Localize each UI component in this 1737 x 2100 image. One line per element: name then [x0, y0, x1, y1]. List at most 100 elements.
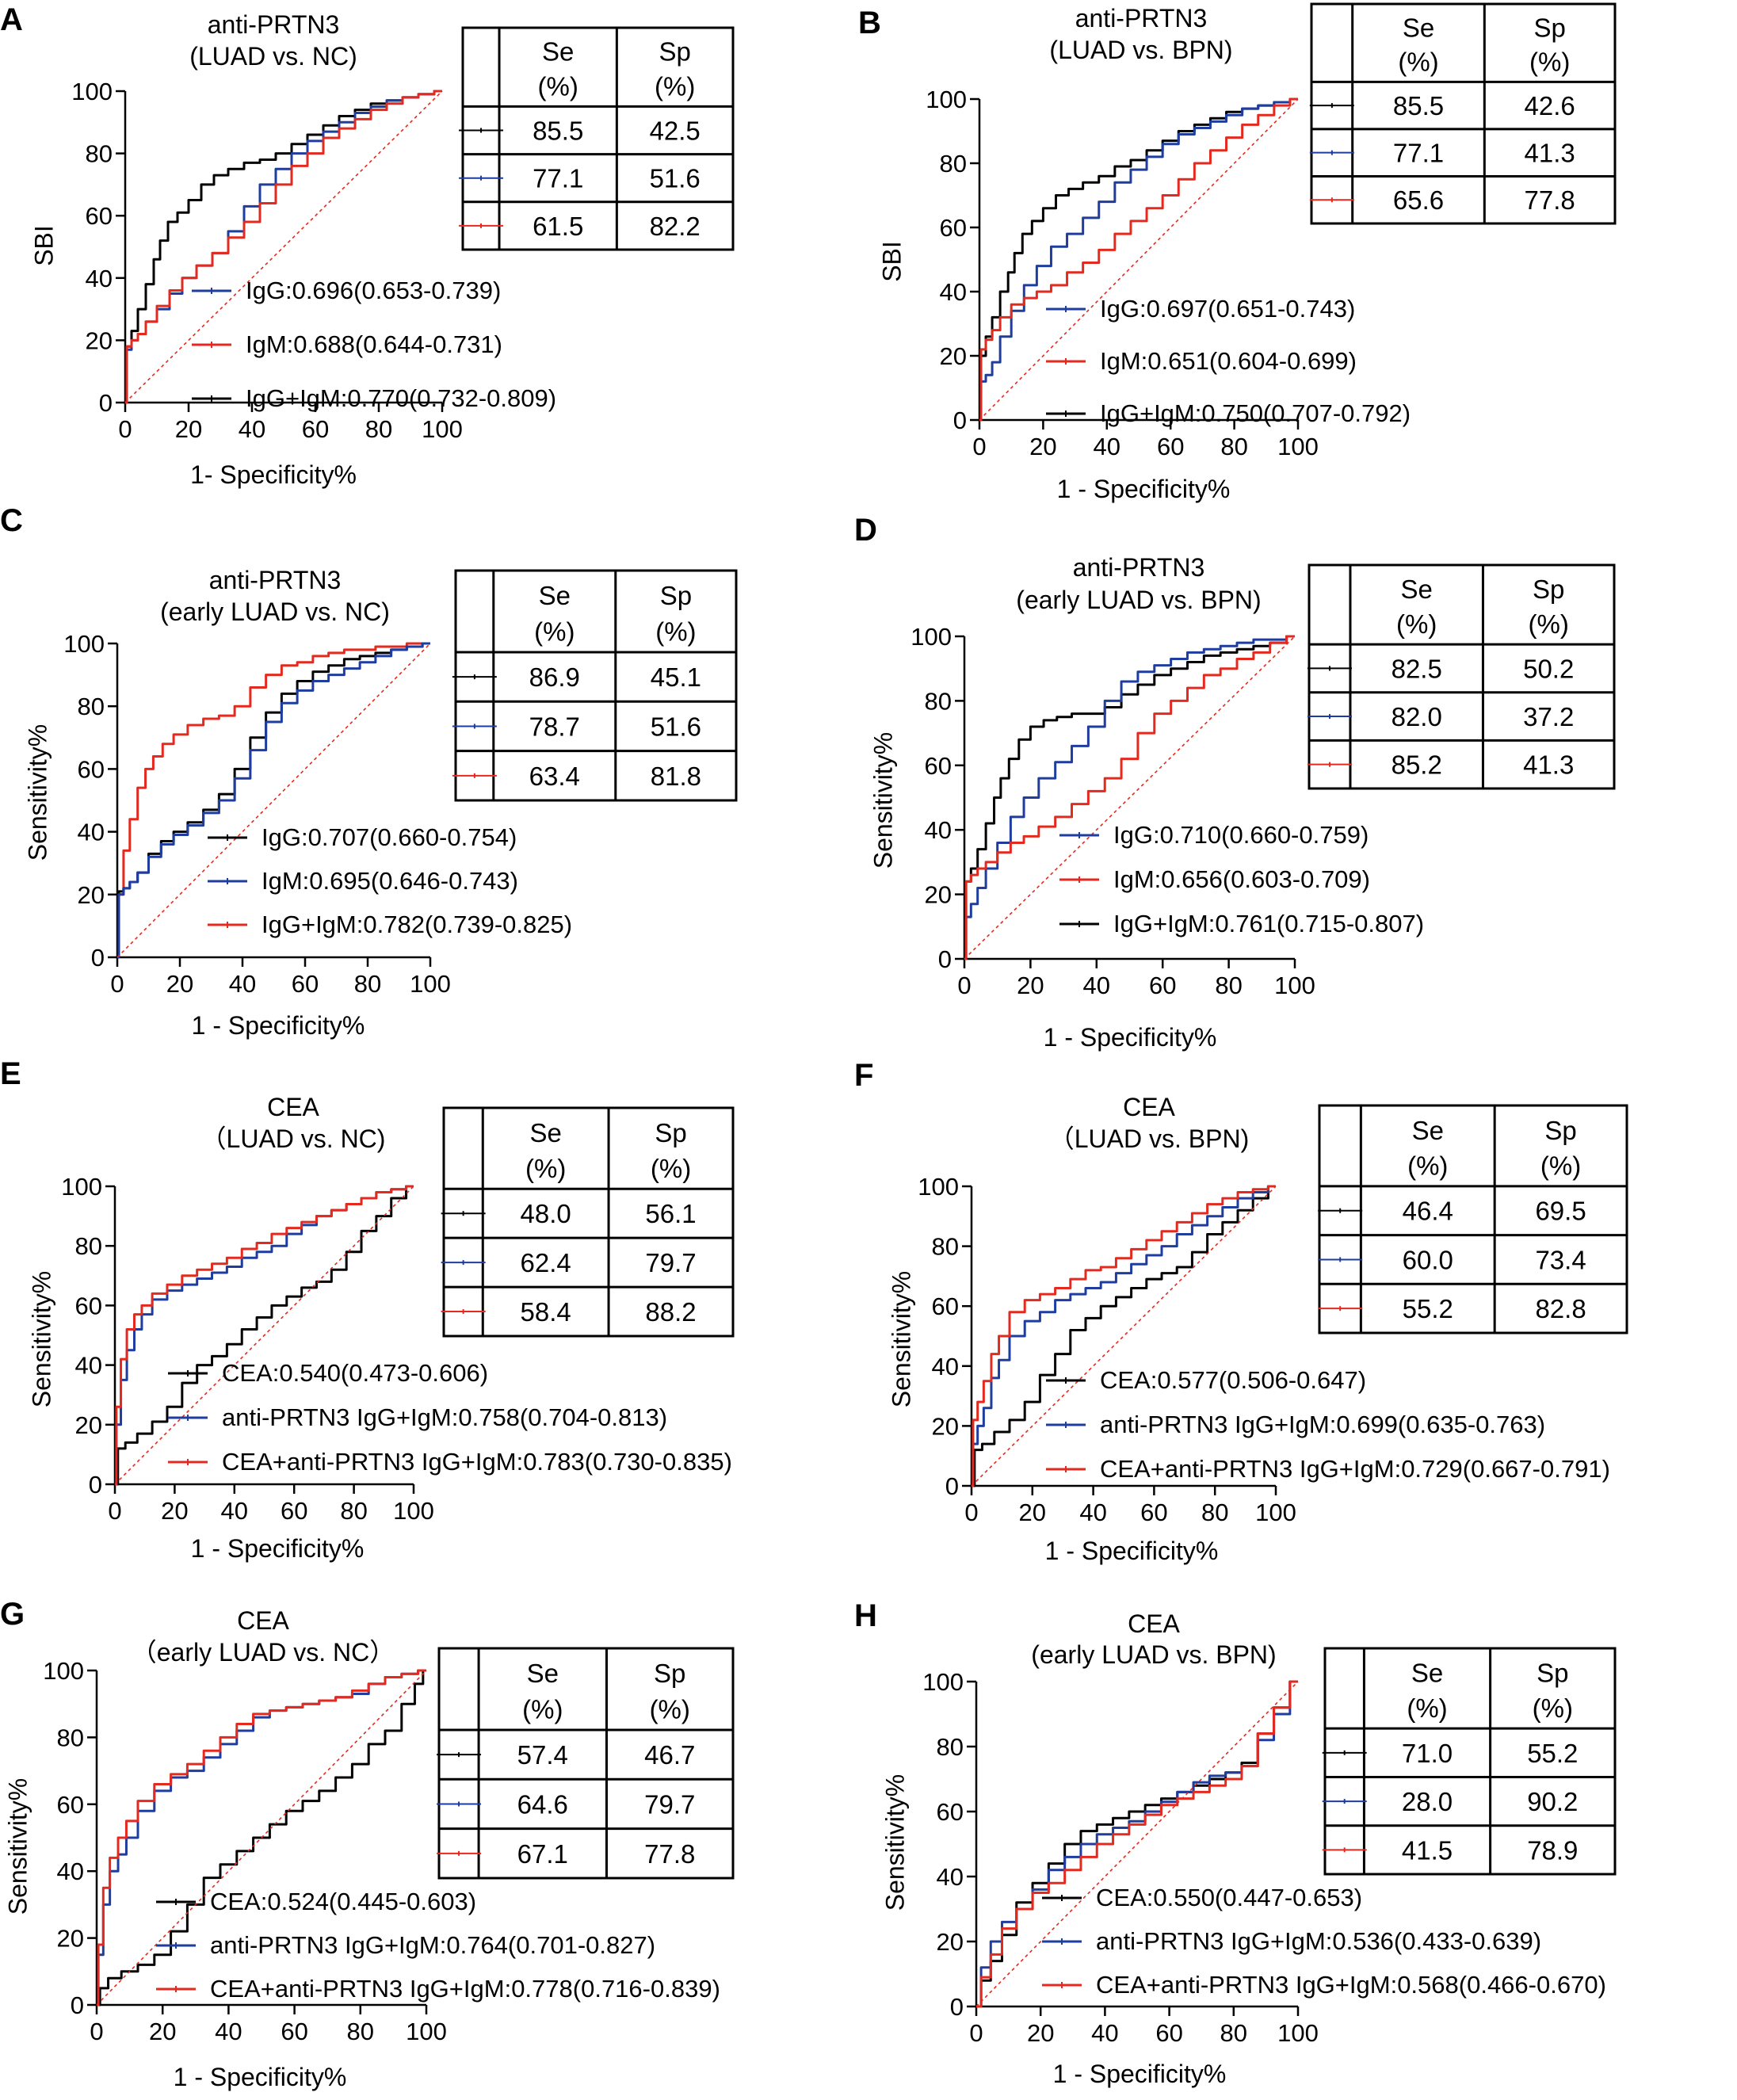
- table-cell-se: 41.5: [1402, 1835, 1453, 1865]
- x-tick-label: 100: [1277, 433, 1319, 460]
- table-cell-sp: 77.8: [644, 1839, 695, 1869]
- y-tick-label: 80: [57, 1724, 84, 1751]
- roc-curve-red: [972, 1185, 1276, 1487]
- x-tick-label: 60: [302, 415, 329, 443]
- sensitivity-specificity-table: Se (%) Sp (%) 57.4 46.7 64.6 79.7 67.1 77.8: [437, 1647, 735, 1880]
- x-tick-label: 20: [175, 415, 202, 443]
- legend-label: CEA:0.550(0.447-0.653): [1096, 1884, 1362, 1911]
- y-tick-label: 0: [89, 1471, 102, 1499]
- table-cell-se: 71.0: [1402, 1739, 1453, 1768]
- y-tick-label: 40: [932, 1353, 959, 1380]
- table-cell-sp: 41.3: [1525, 139, 1575, 168]
- x-tick-label: 20: [1029, 433, 1056, 460]
- table-cell-sp: 82.8: [1535, 1294, 1586, 1323]
- y-tick-label: 40: [86, 265, 113, 292]
- table-cell-sp: 77.8: [1525, 185, 1575, 215]
- legend-label: IgM:0.651(0.604-0.699): [1100, 347, 1357, 375]
- panel-H: H CEA(early LUAD vs. BPN) 0 20 40 60 80 100 0 20 4…: [854, 1598, 1617, 2088]
- y-tick-label: 100: [63, 630, 105, 658]
- y-tick-label: 60: [940, 214, 967, 242]
- y-tick-label: 40: [937, 1863, 964, 1891]
- table-cell-se: 64.6: [517, 1789, 568, 1819]
- x-tick-label: 0: [964, 1499, 978, 1526]
- x-tick-label: 40: [1079, 1499, 1106, 1526]
- x-axis-label: 1 - Specificity%: [192, 1011, 365, 1040]
- sensitivity-specificity-table: Se (%) Sp (%) 82.5 50.2 82.0 37.2 85.2 41.3: [1307, 563, 1616, 790]
- panel-letter: C: [0, 503, 23, 538]
- x-tick-label: 80: [1201, 1499, 1228, 1526]
- legend-label: IgM:0.695(0.646-0.743): [262, 867, 518, 895]
- table-border: [1323, 1647, 1617, 1876]
- y-tick-label: 20: [57, 1925, 84, 1953]
- table-header-sp-unit: (%): [1529, 609, 1569, 639]
- panel-letter: A: [0, 2, 23, 37]
- reference-diagonal: [124, 90, 443, 403]
- table-header-se: Se: [1401, 575, 1433, 604]
- chart-title: anti-PRTN3: [1075, 4, 1208, 32]
- table-cell-se: 57.4: [517, 1740, 568, 1770]
- table-cell-se: 82.0: [1392, 702, 1442, 731]
- x-tick-label: 80: [365, 415, 392, 443]
- table-header-sp-unit: (%): [655, 71, 695, 101]
- x-axis-label: 1 - Specificity%: [1057, 475, 1231, 503]
- chart-subtitle: (LUAD vs. NC): [189, 42, 357, 71]
- y-tick-label: 80: [78, 693, 105, 720]
- x-tick-label: 20: [161, 1497, 188, 1525]
- table-cell-se: 60.0: [1403, 1245, 1453, 1274]
- legend-label: CEA+anti-PRTN3 IgG+IgM:0.729(0.667-0.791…: [1100, 1455, 1610, 1483]
- table-cell-sp: 42.5: [650, 116, 701, 146]
- table-header-sp: Sp: [1537, 1658, 1568, 1687]
- chart-subtitle: (early LUAD vs. BPN): [1016, 586, 1261, 614]
- table-header-se-unit: (%): [1407, 1693, 1447, 1723]
- table-header-se: Se: [529, 1118, 561, 1147]
- x-tick-label: 0: [108, 1497, 121, 1525]
- roc-curve-blue: [964, 635, 1295, 960]
- y-tick-label: 40: [75, 1352, 102, 1380]
- x-tick-label: 80: [347, 2018, 374, 2045]
- table-cell-sp: 37.2: [1523, 702, 1574, 731]
- x-tick-label: 40: [1091, 2019, 1118, 2047]
- y-tick-label: 20: [940, 342, 967, 370]
- table-cell-sp: 79.7: [644, 1789, 695, 1819]
- y-tick-label: 100: [43, 1657, 84, 1685]
- chart-subtitle: （LUAD vs. NC): [201, 1124, 386, 1153]
- legend-label: IgG+IgM:0.761(0.715-0.807): [1113, 910, 1424, 937]
- table-cell-sp: 50.2: [1523, 654, 1574, 683]
- x-axis-label: 1 - Specificity%: [191, 1534, 365, 1563]
- table-cell-se: 28.0: [1402, 1787, 1453, 1816]
- roc-curve-black: [979, 97, 1298, 422]
- x-tick-label: 40: [215, 2018, 242, 2045]
- chart-title: anti-PRTN3: [1073, 553, 1205, 582]
- x-axis-label: 1- Specificity%: [190, 460, 357, 489]
- table-header-sp-unit: (%): [655, 617, 696, 647]
- chart-title: anti-PRTN3: [208, 10, 340, 39]
- table-header-sp: Sp: [1533, 13, 1565, 42]
- y-tick-label: 80: [86, 140, 113, 168]
- reference-diagonal: [975, 1681, 1299, 2007]
- y-tick-label: 0: [945, 1472, 959, 1500]
- table-cell-sp: 69.5: [1535, 1197, 1586, 1226]
- x-tick-label: 0: [118, 415, 132, 443]
- x-tick-label: 60: [1149, 972, 1176, 999]
- table-cell-sp: 56.1: [645, 1199, 696, 1228]
- chart-subtitle: （LUAD vs. BPN): [1049, 1124, 1250, 1153]
- legend-label: IgM:0.688(0.644-0.731): [246, 330, 502, 358]
- y-axis-label: Sensitivity%: [27, 1271, 55, 1408]
- y-tick-label: 80: [940, 150, 967, 178]
- table-border: [437, 1647, 735, 1880]
- panel-letter: B: [858, 6, 881, 40]
- x-tick-label: 100: [1274, 972, 1315, 999]
- table-cell-se: 65.6: [1393, 185, 1444, 215]
- roc-curve-blue: [979, 97, 1298, 422]
- roc-curve-red: [125, 90, 442, 404]
- y-axis-label: SBI: [877, 241, 906, 282]
- panel-F: F CEA （LUAD vs. BPN) 0 20 40 60 80 100 0 20 40 60 80 1…: [854, 1058, 1628, 1565]
- x-tick-label: 80: [1220, 433, 1247, 460]
- y-tick-label: 80: [932, 1233, 959, 1261]
- roc-curve-black: [125, 90, 442, 404]
- legend-label: CEA:0.540(0.473-0.606): [222, 1359, 488, 1387]
- table-header-sp-unit: (%): [1529, 48, 1570, 77]
- x-axis-label: 1 - Specificity%: [1044, 1023, 1217, 1052]
